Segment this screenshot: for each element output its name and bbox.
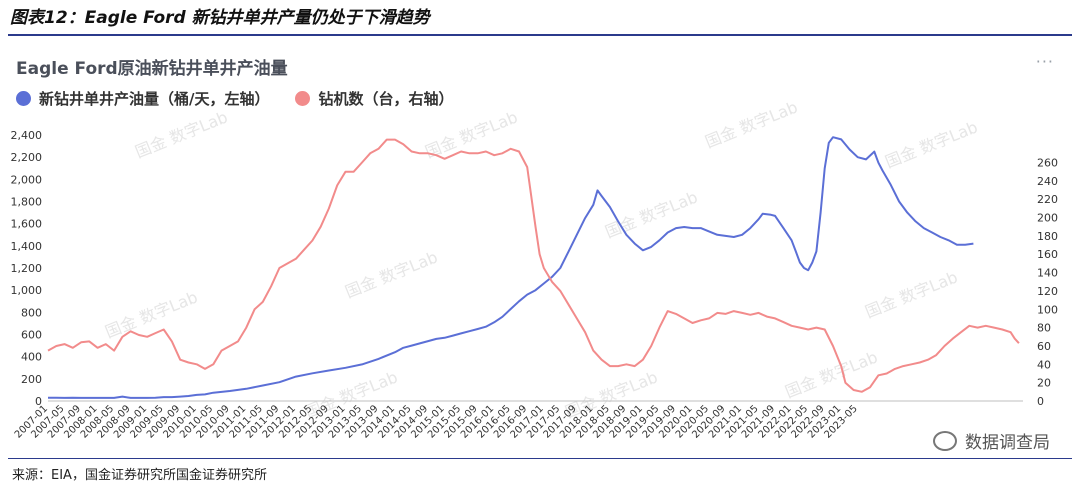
y-right-tick-label: 200 bbox=[1037, 212, 1058, 225]
y-left-tick-label: 600 bbox=[21, 329, 42, 342]
legend-item-rigs[interactable]: 钻机数（台，右轴） bbox=[295, 88, 454, 109]
watermark-text: 国金 数字Lab bbox=[782, 347, 880, 401]
y-right-tick-label: 40 bbox=[1037, 358, 1051, 371]
y-right-tick-label: 120 bbox=[1037, 285, 1058, 298]
y-right-tick-label: 20 bbox=[1037, 377, 1051, 390]
legend-swatch-rigs bbox=[295, 91, 311, 106]
watermark-text: 国金 数字Lab bbox=[702, 97, 800, 151]
y-right-tick-label: 140 bbox=[1037, 267, 1058, 280]
figure-title: 图表12：Eagle Ford 新钻井单井产量仍处于下滑趋势 bbox=[10, 8, 430, 28]
source-note: 来源：EIA，国金证券研究所国金证券研究所 bbox=[12, 468, 267, 483]
legend-swatch-production bbox=[16, 91, 31, 106]
bottom-divider bbox=[8, 458, 1072, 459]
y-left-tick-label: 200 bbox=[21, 373, 42, 386]
series-line-rigs bbox=[47, 138, 1020, 393]
legend-label-production: 新钻井单井产油量（桶/天，左轴） bbox=[39, 90, 270, 108]
y-right-tick-label: 160 bbox=[1037, 248, 1058, 261]
watermark-text: 国金 数字Lab bbox=[132, 107, 230, 161]
y-left-tick-label: 2,000 bbox=[11, 173, 43, 186]
y-left-tick-label: 1,200 bbox=[11, 262, 43, 275]
y-right-tick-label: 0 bbox=[1037, 395, 1044, 408]
y-right-tick-label: 260 bbox=[1037, 157, 1058, 170]
y-left-tick-label: 1,400 bbox=[11, 240, 43, 253]
watermark-text: 国金 数字Lab bbox=[602, 187, 700, 241]
wechat-badge: 数据调查局 bbox=[933, 428, 1050, 453]
y-right-tick-label: 100 bbox=[1037, 303, 1058, 316]
legend-label-rigs: 钻机数（台，右轴） bbox=[318, 90, 454, 108]
wechat-label: 数据调查局 bbox=[965, 433, 1050, 453]
y-right-tick-label: 60 bbox=[1037, 340, 1051, 353]
y-left-tick-label: 2,200 bbox=[11, 151, 43, 164]
chart-title: Eagle Ford原油新钻井单井产油量 bbox=[16, 59, 288, 79]
y-left-tick-label: 400 bbox=[21, 351, 42, 364]
y-left-tick-label: 0 bbox=[35, 395, 42, 408]
y-left-tick-label: 800 bbox=[21, 306, 42, 319]
y-left-tick-label: 2,400 bbox=[11, 129, 43, 142]
y-right-tick-label: 180 bbox=[1037, 230, 1058, 243]
watermark-text: 国金 数字Lab bbox=[862, 267, 960, 321]
y-right-tick-label: 240 bbox=[1037, 175, 1058, 188]
y-right-tick-label: 80 bbox=[1037, 322, 1051, 335]
wechat-icon bbox=[933, 430, 957, 451]
y-right-tick-label: 220 bbox=[1037, 193, 1058, 206]
watermark-text: 国金 数字Lab bbox=[342, 247, 440, 301]
y-left-tick-label: 1,000 bbox=[11, 284, 43, 297]
y-left-tick-label: 1,600 bbox=[11, 218, 43, 231]
watermark-text: 国金 数字Lab bbox=[882, 117, 980, 171]
watermark-text: 国金 数字Lab bbox=[102, 287, 200, 341]
series-line-production bbox=[48, 136, 974, 399]
legend: 新钻井单井产油量（桶/天，左轴） 钻机数（台，右轴） bbox=[16, 88, 480, 109]
y-left-tick-label: 1,800 bbox=[11, 196, 43, 209]
legend-item-production[interactable]: 新钻井单井产油量（桶/天，左轴） bbox=[16, 88, 269, 109]
top-divider bbox=[8, 34, 1072, 36]
chart-panel: Eagle Ford原油新钻井单井产油量 ··· 新钻井单井产油量（桶/天，左轴… bbox=[8, 38, 1072, 456]
ellipsis-icon[interactable]: ··· bbox=[1035, 52, 1054, 71]
